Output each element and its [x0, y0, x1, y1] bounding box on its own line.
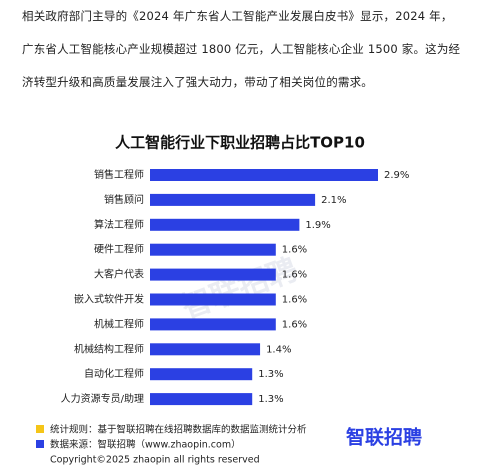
category-label: 嵌入式软件开发	[74, 293, 144, 306]
paragraph: 相关政府部门主导的《2024 年广东省人工智能产业发展白皮书》显示，2024 年…	[22, 9, 461, 89]
bar	[150, 268, 276, 281]
value-label: 2.1%	[321, 195, 346, 206]
bar	[150, 293, 276, 306]
bar	[150, 218, 300, 231]
value-label: 1.3%	[258, 394, 283, 405]
value-label: 2.9%	[384, 170, 409, 181]
category-label: 机械工程师	[94, 317, 144, 330]
value-label: 1.6%	[282, 245, 307, 256]
category-label: 机械结构工程师	[74, 342, 144, 355]
bar	[150, 193, 316, 206]
category-label: 人力资源专员/助理	[61, 392, 144, 405]
bar	[150, 169, 378, 181]
bar	[150, 393, 253, 406]
category-label: 销售工程师	[94, 168, 144, 181]
value-label: 1.6%	[282, 295, 307, 306]
category-label: 自动化工程师	[84, 367, 144, 380]
bar	[150, 243, 276, 256]
note: 数据来源：智联招聘（www.zhaopin.com）	[50, 439, 241, 451]
legend-swatch	[36, 440, 44, 448]
category-label: 大客户代表	[94, 268, 144, 281]
chart-title: 人工智能行业下职业招聘占比TOP10	[115, 134, 365, 152]
category-label: 销售顾问	[104, 193, 144, 206]
value-label: 1.6%	[282, 270, 307, 281]
legend-swatch	[36, 425, 44, 433]
value-label: 1.6%	[282, 319, 307, 330]
logo: 智联招聘	[346, 426, 422, 449]
category-label: 算法工程师	[94, 218, 144, 231]
value-label: 1.9%	[305, 220, 330, 231]
value-label: 1.3%	[258, 369, 283, 380]
note: 统计规则：基于智联招聘在线招聘数据库的数据监测统计分析	[50, 424, 307, 436]
copyright: Copyright©2025 zhaopin all rights reserv…	[50, 455, 260, 466]
value-label: 1.4%	[266, 344, 291, 355]
bar	[150, 368, 253, 381]
category-label: 硬件工程师	[94, 243, 144, 256]
bar	[150, 318, 276, 331]
watermark: 智联招聘	[177, 252, 302, 326]
bar	[150, 343, 261, 356]
